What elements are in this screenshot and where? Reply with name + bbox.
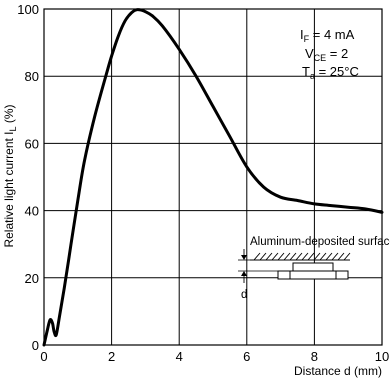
- hatch-line: [331, 252, 339, 261]
- y-axis-label-unit: (%): [2, 104, 16, 126]
- x-tick-label: 8: [311, 349, 318, 364]
- x-tick-label: 0: [40, 349, 47, 364]
- hatch-line: [307, 252, 315, 261]
- test-conditions: IF = 4 mA VCE = 2 Ta = 25°C: [300, 27, 359, 81]
- hatch-line: [259, 252, 267, 261]
- condition-ta: Ta = 25°C: [302, 64, 359, 81]
- x-tick-label: 6: [243, 349, 250, 364]
- hatch-line: [301, 252, 309, 261]
- inset-arrowhead-bottom: [241, 271, 247, 276]
- hatch-line: [265, 252, 273, 261]
- x-axis-label: Distance d (mm): [294, 364, 382, 378]
- inset-arrowhead-top: [241, 255, 247, 260]
- inset-surface-label: Aluminum-deposited surface: [250, 236, 390, 248]
- condition-vce: VCE = 2: [305, 46, 348, 63]
- hatch-line: [283, 252, 291, 261]
- hatch-line: [253, 252, 261, 261]
- y-tick-label: 80: [25, 69, 39, 84]
- data-series-line: [42, 8, 384, 347]
- y-tick-label: 40: [25, 204, 39, 219]
- y-axis-label-main: Relative light current I: [2, 131, 16, 247]
- hatch-line: [271, 252, 279, 261]
- hatch-line: [313, 252, 321, 261]
- hatch-line: [289, 252, 297, 261]
- inset-surface-hatch: [253, 252, 351, 261]
- condition-if: IF = 4 mA: [300, 27, 355, 44]
- hatch-line: [295, 252, 303, 261]
- hatch-line: [319, 252, 327, 261]
- y-tick-label: 0: [32, 338, 39, 353]
- y-axis-label-sub: L: [8, 126, 18, 131]
- grid-lines: [44, 9, 382, 345]
- hatch-line: [343, 252, 351, 261]
- inset-sensor-top: [292, 262, 334, 272]
- hatch-line: [325, 252, 333, 261]
- y-tick-label: 20: [25, 271, 39, 286]
- hatch-line: [277, 252, 285, 261]
- inset-dimension-label: d: [241, 289, 247, 301]
- x-tick-label: 10: [375, 349, 389, 364]
- inset-sensor-base: [277, 270, 349, 280]
- plot-frame: [43, 8, 383, 346]
- x-tick-label: 4: [176, 349, 183, 364]
- inset-diagram: Aluminum-deposited surface d: [238, 236, 390, 301]
- y-tick-label: 100: [17, 2, 39, 17]
- hatch-line: [337, 252, 345, 261]
- y-axis-label: Relative light current IL (%): [2, 104, 18, 247]
- x-tick-label: 2: [108, 349, 115, 364]
- y-tick-label: 60: [25, 136, 39, 151]
